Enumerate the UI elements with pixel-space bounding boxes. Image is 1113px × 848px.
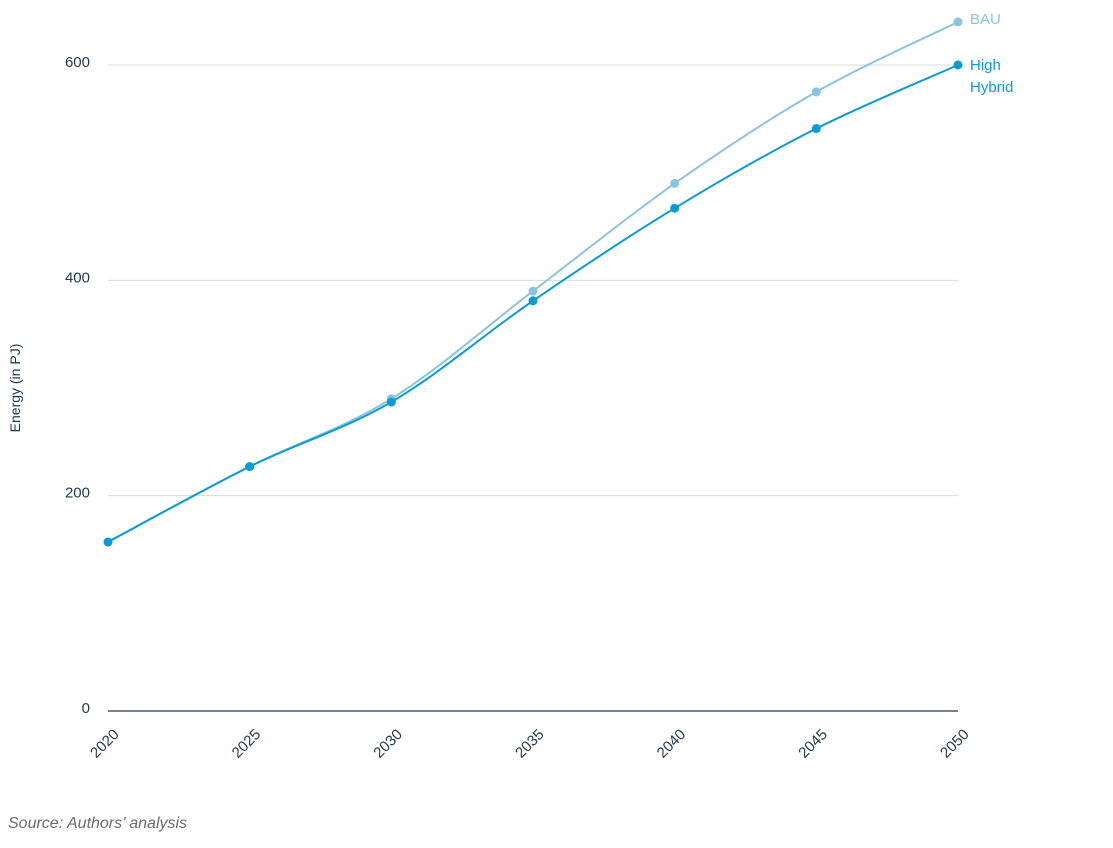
legend-label-high-hybrid: High Hybrid [970, 57, 1013, 96]
y-tick-label: 0 [82, 700, 90, 717]
data-point-high-hybrid [245, 462, 255, 472]
data-point-high-hybrid [670, 203, 680, 213]
series-group [103, 17, 963, 547]
y-axis-label: Energy (in PJ) [7, 344, 23, 433]
series-bau [103, 17, 963, 547]
x-tick-label: 2050 [937, 726, 973, 762]
series-line-bau [107, 21, 959, 543]
y-tick-label: 600 [65, 54, 90, 71]
x-axis-ticks: 2020 2025 2030 2035 2040 2045 2050 [87, 726, 973, 762]
data-point-bau [953, 17, 963, 27]
data-point-bau [811, 87, 821, 97]
x-tick-label: 2030 [370, 726, 406, 762]
legend-label-bau: BAU [970, 11, 1001, 28]
data-point-bau [528, 286, 538, 296]
x-tick-label: 2020 [87, 726, 123, 762]
legend: BAU High Hybrid [970, 11, 1013, 96]
x-tick-label: 2035 [512, 726, 548, 762]
gridlines [108, 64, 958, 497]
y-tick-label: 400 [65, 269, 90, 286]
data-point-high-hybrid [386, 397, 396, 407]
data-point-high-hybrid [953, 60, 963, 70]
x-tick-label: 2040 [654, 726, 690, 762]
x-tick-label: 2025 [229, 726, 265, 762]
data-point-bau [670, 178, 680, 188]
legend-label-line: High [970, 57, 1001, 74]
legend-label-line: Hybrid [970, 79, 1013, 96]
source-note: Source: Authors’ analysis [8, 815, 188, 832]
data-point-high-hybrid [528, 296, 538, 306]
data-point-high-hybrid [811, 124, 821, 134]
y-tick-label: 200 [65, 485, 90, 502]
x-tick-label: 2045 [795, 726, 831, 762]
data-point-high-hybrid [103, 537, 113, 547]
y-axis-ticks: 0 200 400 600 [65, 54, 90, 717]
series-high-hybrid [103, 60, 963, 547]
